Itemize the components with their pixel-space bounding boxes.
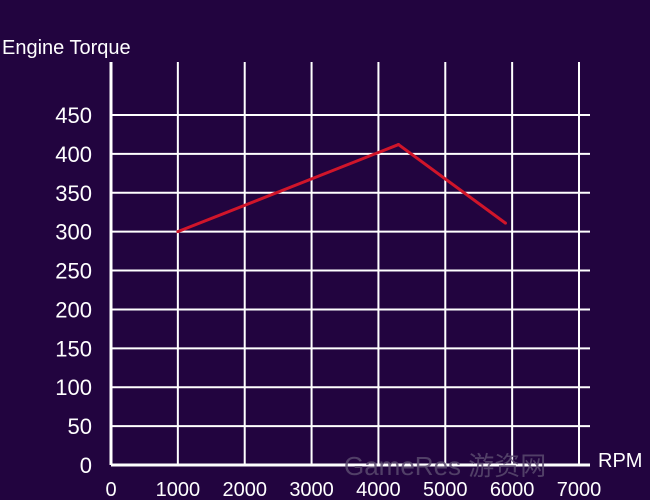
y-axis-title: Engine Torque <box>2 37 131 59</box>
y-tick-label: 100 <box>55 375 92 400</box>
series-group <box>176 143 507 234</box>
x-tick-label: 7000 <box>557 479 602 500</box>
y-tick-label: 250 <box>55 259 92 284</box>
series-line-0 <box>177 143 507 234</box>
axes <box>109 62 590 467</box>
grid-lines <box>111 62 590 465</box>
data-point <box>503 221 507 225</box>
x-tick-label: 4000 <box>356 479 401 500</box>
y-tick-label: 50 <box>68 414 92 439</box>
data-point <box>176 230 180 234</box>
y-tick-label: 150 <box>55 336 92 361</box>
y-tick-label: 400 <box>55 142 92 167</box>
x-tick-labels: 0 1000 2000 3000 4000 5000 6000 7000 <box>105 479 601 500</box>
x-tick-label: 3000 <box>289 479 334 500</box>
x-tick-label: 0 <box>105 479 116 500</box>
y-tick-label: 0 <box>80 453 92 478</box>
y-tick-label: 200 <box>55 297 92 322</box>
y-tick-label: 350 <box>55 181 92 206</box>
x-tick-label: 5000 <box>423 479 468 500</box>
y-tick-label: 300 <box>55 220 92 245</box>
x-axis-title: RPM <box>598 450 642 472</box>
x-tick-label: 6000 <box>490 479 535 500</box>
x-tick-label: 2000 <box>222 479 267 500</box>
data-point <box>396 143 400 147</box>
y-tick-labels: 0 50 100 150 200 250 300 350 400 450 <box>55 103 92 478</box>
watermark-text: GameRes 游资网 <box>344 451 546 481</box>
x-tick-label: 1000 <box>156 479 201 500</box>
y-tick-label: 450 <box>55 103 92 128</box>
